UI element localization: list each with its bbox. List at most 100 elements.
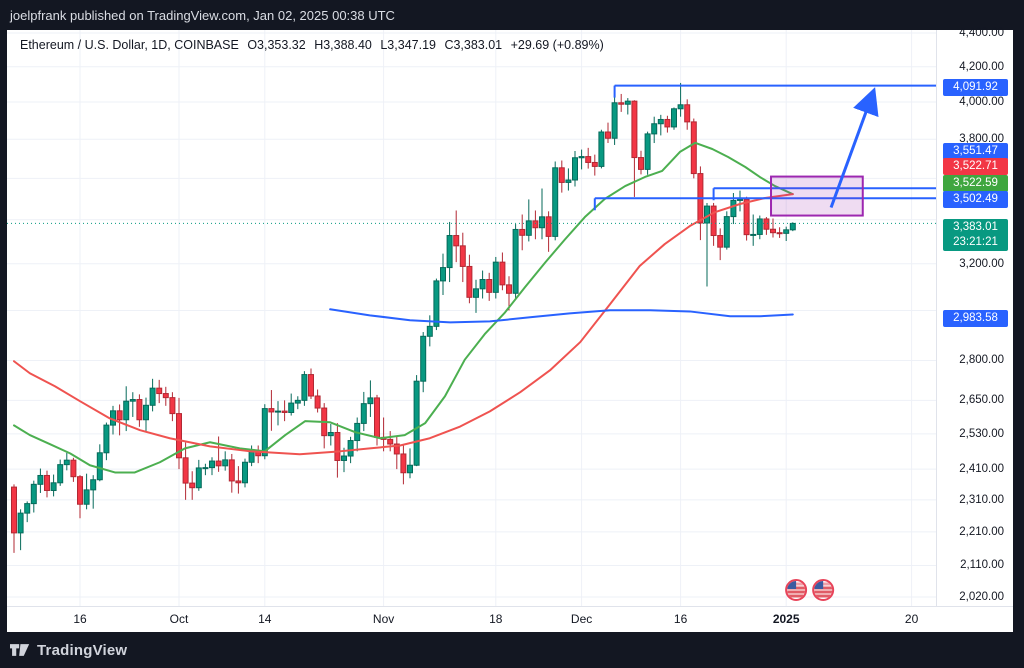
candle-body-nov-9 (433, 280, 440, 327)
candle-body-nov-10 (440, 267, 446, 282)
price-chart-canvas[interactable] (7, 30, 936, 606)
drawing-arrow[interactable] (829, 87, 879, 209)
bar-countdown: 23:21:21 (953, 236, 998, 248)
candle-body-nov-6 (413, 380, 420, 466)
ohlc-change: +29.69 (+0.89%) (510, 38, 604, 52)
candle-body-dec-27 (750, 233, 757, 236)
candle-body-nov-3 (393, 443, 400, 455)
candle-body-dec-16 (677, 104, 684, 110)
candle-body-oct-26 (341, 455, 347, 461)
candle-body-nov-11 (446, 235, 453, 269)
candle-body-nov-13 (459, 245, 466, 267)
drawing-rectangle[interactable] (770, 175, 864, 217)
candle-body-sep-24 (129, 399, 136, 402)
candle-body-dec-4 (598, 131, 605, 167)
tradingview-logo-icon[interactable] (10, 641, 30, 659)
candle-body-oct-25 (334, 431, 341, 461)
candle-body-nov-4 (400, 453, 407, 474)
candle-body-dec-9 (631, 100, 638, 159)
candle-body-dec-3 (591, 161, 598, 167)
candle-body-nov-14 (466, 265, 473, 298)
candle-body-sep-11 (44, 474, 50, 491)
candle-body-nov-7 (420, 335, 427, 382)
price-badge: 3,502.49 (943, 190, 1008, 208)
candle-body-dec-22 (717, 235, 724, 248)
candle-body-dec-31 (776, 232, 783, 235)
candle-body-dec-12 (651, 123, 658, 135)
candle-body-oct-24 (327, 431, 334, 437)
candle-body-dec-5 (605, 131, 611, 139)
candle-body-nov-15 (473, 288, 479, 298)
time-tick-label: 16 (673, 612, 688, 626)
candle-body-sep-7 (17, 512, 24, 534)
candle-body-nov-22 (519, 228, 526, 236)
ohlc-low: L3,347.19 (380, 38, 436, 52)
candle-body-dec-26 (743, 198, 750, 236)
candle-body-nov-24 (532, 220, 539, 229)
price-badge: 3,522.59 (943, 174, 1008, 192)
candle-body-oct-15 (268, 408, 275, 413)
candle-body-dec-14 (664, 118, 671, 128)
candle-body-oct-1 (176, 413, 182, 459)
candle-body-dec-10 (638, 157, 644, 170)
candle-body-oct-6 (209, 460, 215, 469)
time-tick-label: Nov (372, 612, 395, 626)
price-badge: 3,522.71 (943, 157, 1008, 175)
candle-body-sep-20 (103, 424, 110, 454)
candle-body-oct-20 (301, 374, 308, 401)
candle-body-oct-16 (275, 410, 281, 413)
price-axis[interactable]: 4,400.00 4,200.00 4,000.00 3,800.00 3,200.00… (936, 27, 1013, 606)
candle-body-nov-8 (426, 325, 433, 337)
price-tick-label: 2,410.00 (959, 463, 1004, 476)
candle-body-sep-13 (57, 464, 64, 484)
candle-body-sep-30 (169, 397, 176, 415)
candle-body-dec-29 (763, 218, 770, 230)
candle-body-nov-17 (486, 279, 493, 293)
candle-body-nov-12 (453, 235, 460, 247)
candle-body-nov-19 (499, 261, 506, 286)
chart-card: Ethereum / U.S. Dollar, 1D, COINBASE O3,… (7, 27, 1013, 632)
candle-body-dec-15 (671, 108, 677, 128)
price-tick-label: 2,020.00 (959, 591, 1004, 604)
candle-body-sep-8 (24, 503, 31, 514)
candle-body-oct-2 (182, 457, 189, 484)
last-price-badge: 3,383.01 23:21:21 (943, 219, 1008, 251)
candle-body-nov-23 (525, 220, 532, 236)
us-flag-event-icon[interactable] (812, 579, 835, 601)
price-badge: 3,551.47 (943, 142, 1008, 160)
price-tick-label: 2,530.00 (959, 427, 1004, 440)
price-tick-label: 2,210.00 (959, 525, 1004, 538)
candle-body-oct-27 (347, 440, 354, 457)
time-tick-label: 14 (258, 612, 272, 626)
candle-body-dec-24 (730, 199, 737, 218)
time-tick-label: Dec (570, 612, 593, 626)
last-price-value: 3,383.01 (953, 221, 998, 233)
candle-body-sep-27 (149, 387, 156, 406)
price-tick-label: 4,400.00 (959, 27, 1004, 39)
candle-body-dec-1 (578, 156, 585, 159)
publish-bar: joelpfrank published on TradingView.com,… (0, 0, 1024, 30)
candle-body-dec-11 (644, 133, 651, 170)
ohlc-close: C3,383.01 (444, 38, 503, 52)
candle-body-dec-13 (657, 118, 664, 125)
publish-text: joelpfrank published on TradingView.com,… (10, 7, 395, 23)
price-badge: 2,983.58 (943, 309, 1008, 327)
price-tick-label: 4,200.00 (959, 60, 1004, 73)
time-tick-label: 2025 (772, 612, 800, 626)
time-tick-label: 16 (73, 612, 87, 626)
time-axis[interactable]: 16 Oct 14 Nov 18 Dec 16 2025 20 (7, 606, 1013, 632)
sma-200-line (329, 308, 794, 324)
us-flag-event-icon[interactable] (785, 579, 808, 601)
candle-body-dec-17 (684, 104, 691, 123)
price-tick-label: 2,650.00 (959, 394, 1004, 407)
candle-body-oct-8 (222, 459, 229, 467)
candle-body-sep-28 (156, 387, 163, 395)
candle-body-oct-3 (189, 482, 196, 489)
candle-body-nov-25 (539, 216, 545, 229)
candle-body-sep-19 (96, 452, 103, 481)
footer-brand-text[interactable]: TradingView (37, 641, 128, 659)
candle-body-dec-23 (723, 216, 730, 248)
candle-body-dec-18 (690, 121, 697, 175)
candle-body-sep-16 (77, 476, 83, 505)
